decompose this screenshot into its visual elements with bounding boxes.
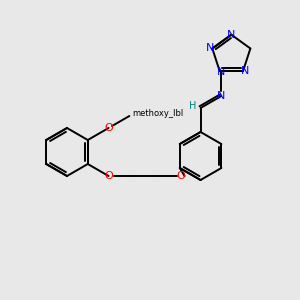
Text: N: N bbox=[217, 91, 226, 101]
Text: H: H bbox=[189, 101, 196, 111]
Text: N: N bbox=[217, 67, 226, 77]
Text: N: N bbox=[206, 44, 214, 53]
Text: methoxy_lbl: methoxy_lbl bbox=[132, 109, 184, 118]
Text: O: O bbox=[104, 123, 113, 133]
Text: N: N bbox=[241, 66, 249, 76]
Text: N: N bbox=[227, 30, 236, 40]
Text: O: O bbox=[176, 171, 185, 181]
Text: O: O bbox=[104, 171, 113, 181]
